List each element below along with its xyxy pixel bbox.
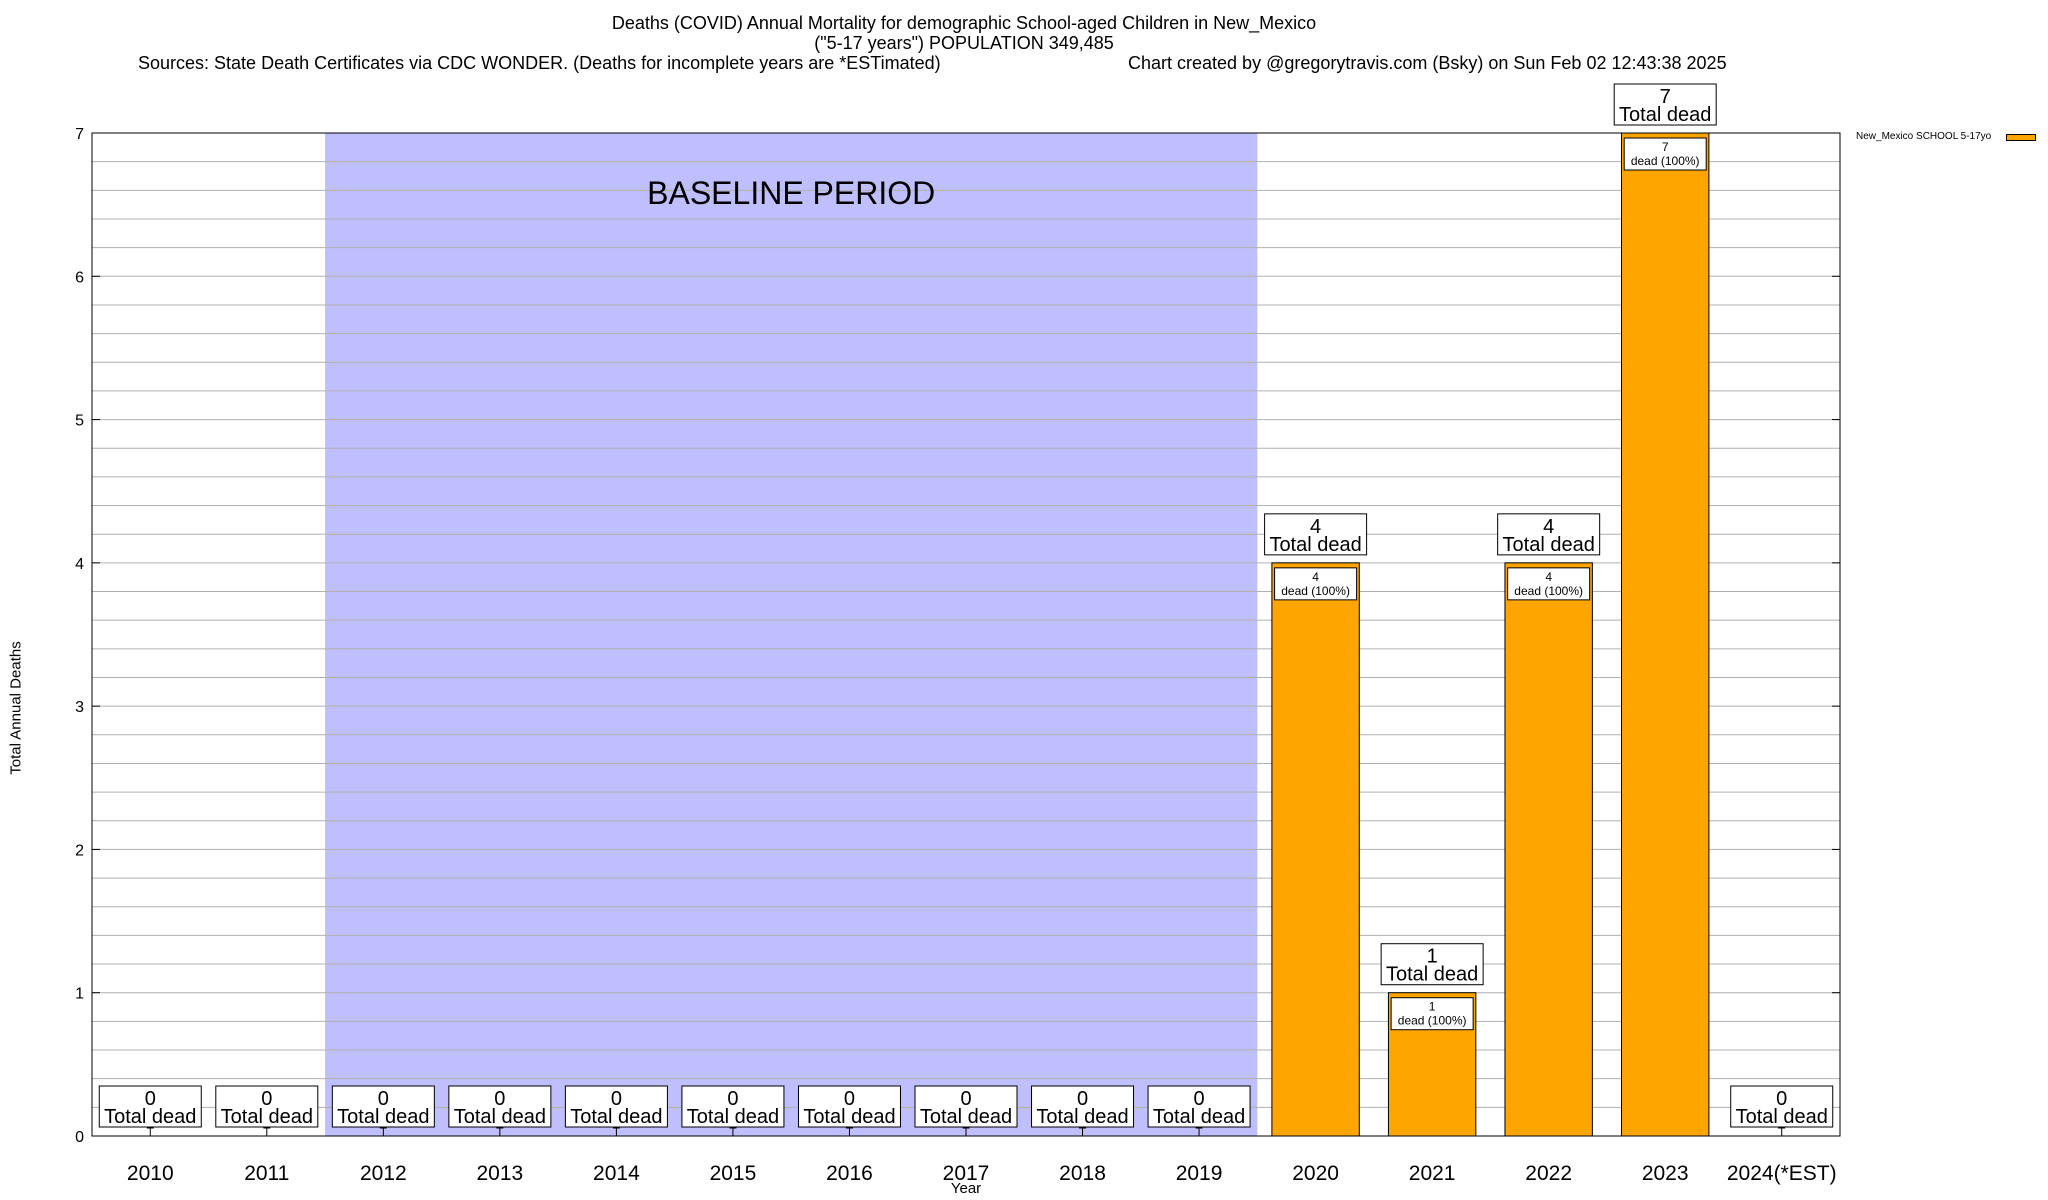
total-label-box	[564, 1085, 668, 1128]
x-tick-label: 2017	[943, 1162, 990, 1185]
total-label: Total dead	[687, 1106, 779, 1128]
sources-note: Sources: State Death Certificates via CD…	[138, 53, 941, 73]
y-tick-label: 7	[75, 126, 84, 143]
legend-swatch	[2006, 134, 2036, 141]
total-label: Total dead	[1269, 534, 1361, 556]
x-axis-label: Year	[950, 1180, 982, 1197]
total-label-box	[1147, 1085, 1251, 1128]
total-label-box	[331, 1085, 435, 1128]
segment-label-box	[1623, 137, 1707, 171]
total-value: 4	[1543, 516, 1554, 538]
baseline-label: BASELINE PERIOD	[647, 175, 935, 211]
x-tick-label: 2018	[1059, 1162, 1106, 1185]
chart-title: Deaths (COVID) Annual Mortality for demo…	[611, 13, 1317, 33]
total-value: 0	[494, 1088, 505, 1110]
bar	[1621, 132, 1710, 1137]
segment-label: dead (100%)	[1281, 584, 1350, 598]
segment-count: 4	[1312, 570, 1319, 584]
total-label-box	[1264, 513, 1368, 556]
total-label-box	[1380, 943, 1484, 986]
bar	[1271, 562, 1360, 1137]
total-label-box	[914, 1085, 1018, 1128]
y-tick-label: 2	[75, 842, 84, 859]
total-value: 0	[1776, 1088, 1787, 1110]
total-label: Total dead	[1386, 964, 1478, 986]
segment-label: dead (100%)	[1631, 154, 1700, 168]
segment-count: 4	[1545, 570, 1552, 584]
total-label: Total dead	[221, 1106, 313, 1128]
total-value: 0	[960, 1088, 971, 1110]
total-label: Total dead	[454, 1106, 546, 1128]
total-label-box	[1497, 513, 1601, 556]
x-tick-label: 2010	[127, 1162, 174, 1185]
y-axis-label: Total Annual Deaths	[7, 641, 25, 775]
total-label: Total dead	[920, 1106, 1012, 1128]
total-value: 7	[1660, 86, 1671, 108]
legend-entry: New_Mexico SCHOOL 5-17yo	[1856, 131, 1992, 142]
total-label: Total dead	[1736, 1106, 1828, 1128]
x-tick-label: 2022	[1525, 1162, 1572, 1185]
total-value: 4	[1310, 516, 1321, 538]
x-tick-label: 2016	[826, 1162, 873, 1185]
total-value: 0	[1194, 1088, 1205, 1110]
total-value: 0	[145, 1088, 156, 1110]
total-label-box	[797, 1085, 901, 1128]
total-label-box	[1031, 1085, 1135, 1128]
total-value: 0	[727, 1088, 738, 1110]
bar	[1504, 562, 1593, 1137]
segment-count: 1	[1429, 1000, 1436, 1014]
x-tick-label: 2015	[710, 1162, 757, 1185]
chart-credit: Chart created by @gregorytravis.com (Bsk…	[1128, 53, 1727, 73]
segment-label-box	[1274, 567, 1358, 601]
x-tick-label: 2014	[593, 1162, 640, 1185]
total-label: Total dead	[803, 1106, 895, 1128]
total-label-box	[681, 1085, 785, 1128]
y-tick-label: 4	[75, 556, 84, 573]
chart-subtitle: ("5-17 years") POPULATION 349,485	[814, 33, 1114, 53]
total-value: 0	[1077, 1088, 1088, 1110]
total-label-box	[215, 1085, 319, 1128]
x-tick-label: 2024(*EST)	[1727, 1162, 1837, 1185]
segment-label-box	[1507, 567, 1591, 601]
y-tick-label: 5	[75, 413, 84, 430]
total-label-box	[448, 1085, 552, 1128]
y-tick-label: 0	[75, 1129, 84, 1146]
total-label: Total dead	[1036, 1106, 1128, 1128]
x-tick-label: 2011	[244, 1162, 289, 1185]
y-tick-label: 1	[75, 986, 84, 1003]
x-tick-label: 2020	[1292, 1162, 1339, 1185]
total-value: 1	[1427, 946, 1438, 968]
total-label-box	[98, 1085, 202, 1128]
total-value: 0	[261, 1088, 272, 1110]
x-tick-label: 2023	[1642, 1162, 1689, 1185]
total-label: Total dead	[104, 1106, 196, 1128]
total-label-box	[1613, 83, 1717, 126]
x-tick-label: 2021	[1409, 1162, 1456, 1185]
segment-label: dead (100%)	[1514, 584, 1583, 598]
total-label-box	[1730, 1085, 1834, 1128]
total-label: Total dead	[337, 1106, 429, 1128]
segment-label-box	[1390, 997, 1474, 1031]
y-tick-label: 3	[75, 699, 84, 716]
segment-label: dead (100%)	[1398, 1014, 1467, 1028]
total-label: Total dead	[1503, 534, 1595, 556]
total-value: 0	[611, 1088, 622, 1110]
y-tick-label: 6	[75, 269, 84, 286]
total-label: Total dead	[1153, 1106, 1245, 1128]
x-tick-label: 2013	[477, 1162, 524, 1185]
x-tick-label: 2019	[1176, 1162, 1223, 1185]
total-value: 0	[844, 1088, 855, 1110]
total-value: 0	[378, 1088, 389, 1110]
segment-count: 7	[1662, 140, 1669, 154]
x-tick-label: 2012	[360, 1162, 407, 1185]
total-label: Total dead	[1619, 104, 1711, 126]
baseline-region	[325, 133, 1258, 1136]
total-label: Total dead	[570, 1106, 662, 1128]
